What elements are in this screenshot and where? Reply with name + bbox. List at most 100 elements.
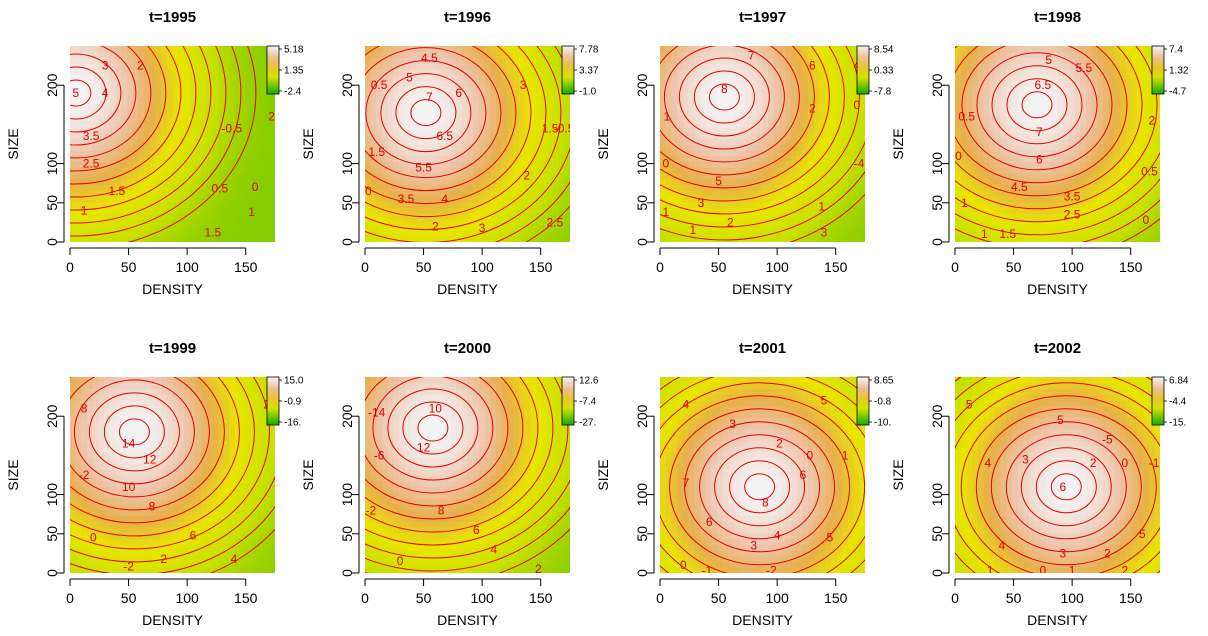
heat-cell bbox=[819, 195, 826, 203]
heat-cell bbox=[711, 167, 718, 174]
x-tick-label: 0 bbox=[361, 259, 369, 275]
heat-cell bbox=[70, 86, 77, 93]
heat-cell bbox=[825, 213, 832, 220]
heat-cell bbox=[1137, 207, 1144, 214]
heat-cell bbox=[813, 230, 821, 237]
heat-cell bbox=[1011, 97, 1019, 105]
heat-cell bbox=[235, 236, 242, 242]
heat-cell bbox=[1040, 86, 1047, 93]
heat-cell bbox=[200, 207, 208, 214]
heat-cell bbox=[728, 86, 735, 93]
heat-cell bbox=[552, 167, 560, 174]
heat-cell bbox=[660, 80, 667, 87]
heat-cell bbox=[859, 178, 865, 185]
heat-cell bbox=[240, 236, 248, 242]
heat-cell bbox=[836, 201, 843, 209]
heat-cell bbox=[212, 213, 219, 220]
heat-cell bbox=[1114, 213, 1121, 220]
heat-cell bbox=[779, 138, 786, 145]
heat-cell bbox=[421, 126, 429, 134]
heat-cell bbox=[223, 213, 231, 220]
heat-cell bbox=[70, 190, 77, 197]
heat-cell bbox=[416, 138, 423, 145]
heat-cell bbox=[75, 178, 82, 185]
heat-cell bbox=[263, 103, 270, 111]
heat-cell bbox=[370, 86, 377, 93]
heat-cell bbox=[847, 167, 855, 174]
heat-cell bbox=[1063, 126, 1070, 134]
heat-cell bbox=[1017, 86, 1024, 93]
heat-cell bbox=[246, 218, 253, 226]
heat-cell bbox=[410, 207, 417, 214]
heat-cell bbox=[421, 115, 429, 122]
heat-cell bbox=[768, 236, 775, 242]
contour-label: 3 bbox=[102, 59, 109, 73]
heat-cell bbox=[104, 92, 111, 99]
heat-cell bbox=[1051, 184, 1059, 191]
heat-cell bbox=[252, 195, 259, 203]
heat-cell bbox=[1120, 178, 1127, 185]
heat-cell bbox=[1103, 69, 1110, 76]
heat-cell bbox=[212, 103, 219, 111]
heat-cell bbox=[518, 57, 526, 64]
heat-cell bbox=[1125, 224, 1133, 232]
heat-cell bbox=[1006, 80, 1013, 87]
heat-cell bbox=[705, 184, 712, 191]
heat-cell bbox=[478, 115, 486, 122]
x-axis-label: DENSITY bbox=[142, 281, 203, 297]
heat-cell bbox=[235, 97, 242, 105]
heat-cell bbox=[994, 126, 1002, 134]
heat-cell bbox=[189, 201, 196, 209]
heat-cell bbox=[1137, 184, 1144, 191]
heat-cell bbox=[734, 109, 741, 116]
heat-cell bbox=[1023, 109, 1030, 116]
heat-cell bbox=[126, 155, 134, 162]
heat-cell bbox=[444, 218, 452, 226]
heat-cell bbox=[109, 92, 117, 99]
heat-cell bbox=[473, 92, 480, 99]
heat-cell bbox=[144, 86, 151, 93]
heat-cell bbox=[756, 207, 764, 214]
heat-cell bbox=[484, 80, 491, 87]
heat-cell bbox=[790, 115, 798, 122]
heat-cell bbox=[716, 126, 724, 134]
heat-cell bbox=[972, 178, 979, 185]
heat-cell bbox=[218, 132, 225, 139]
heat-cell bbox=[370, 74, 377, 82]
heat-cell bbox=[223, 109, 231, 116]
heat-cell bbox=[252, 57, 259, 64]
heat-cell bbox=[779, 172, 786, 180]
heat-cell bbox=[92, 74, 100, 82]
heat-cell bbox=[212, 63, 219, 70]
heat-cell bbox=[427, 207, 434, 214]
heat-cell bbox=[370, 155, 377, 162]
heat-cell bbox=[98, 120, 105, 128]
heat-cell bbox=[977, 144, 985, 151]
heat-cell bbox=[132, 57, 139, 64]
heat-cell bbox=[756, 138, 764, 145]
heat-cell bbox=[682, 207, 690, 214]
heat-cell bbox=[104, 207, 111, 214]
heat-cell bbox=[450, 195, 457, 203]
heat-cell bbox=[144, 132, 151, 139]
heat-cell bbox=[513, 51, 520, 59]
heat-cell bbox=[178, 167, 185, 174]
heat-cell bbox=[665, 86, 672, 93]
heat-cell bbox=[365, 120, 372, 128]
heat-cell bbox=[467, 190, 474, 197]
heat-cell bbox=[183, 224, 191, 232]
x-axis-label: DENSITY bbox=[732, 281, 793, 297]
heat-cell bbox=[699, 149, 707, 157]
heat-cell bbox=[671, 69, 678, 76]
heat-cell bbox=[808, 80, 815, 87]
heat-cell bbox=[830, 218, 838, 226]
heat-cell bbox=[404, 218, 412, 226]
heat-cell bbox=[716, 97, 724, 105]
heat-cell bbox=[132, 167, 139, 174]
heat-cell bbox=[785, 161, 792, 168]
heat-cell bbox=[518, 115, 526, 122]
heat-cell bbox=[699, 103, 707, 111]
heat-cell bbox=[558, 236, 565, 242]
heat-cell bbox=[699, 46, 707, 53]
heat-cell bbox=[404, 236, 412, 242]
